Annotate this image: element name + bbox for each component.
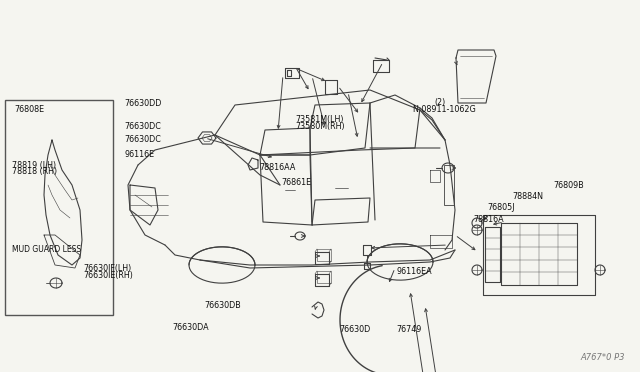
Text: 78816A: 78816A [474,215,504,224]
Text: 76809B: 76809B [554,182,584,190]
Text: 76630IE(RH): 76630IE(RH) [83,271,133,280]
Text: 76805J: 76805J [488,203,515,212]
Text: 76630DC: 76630DC [125,122,162,131]
Text: 76861E: 76861E [282,178,312,187]
Text: 76749: 76749 [397,325,422,334]
Text: N 08911-1062G: N 08911-1062G [413,105,476,114]
Bar [444,165,454,205]
Text: MUD GUARD LESS: MUD GUARD LESS [12,246,81,254]
Text: 73580M(RH): 73580M(RH) [296,122,346,131]
Text: (2): (2) [434,98,445,107]
Text: 96116EA: 96116EA [397,267,433,276]
Text: 76630DD: 76630DD [125,99,162,108]
Text: 76630DB: 76630DB [205,301,241,310]
Text: 78819 (LH): 78819 (LH) [12,161,56,170]
Bar [5,100,113,315]
Text: 76630IF(LH): 76630IF(LH) [83,264,131,273]
Text: A767*0 P3: A767*0 P3 [580,353,625,362]
Text: 76808E: 76808E [14,105,44,114]
Text: 76630DC: 76630DC [125,135,162,144]
Text: 78816AA: 78816AA [259,163,296,172]
Text: 76630DA: 76630DA [173,323,209,332]
Text: 73581M(LH): 73581M(LH) [296,115,344,124]
Text: 76630D: 76630D [339,325,371,334]
Text: 78818 (RH): 78818 (RH) [12,167,57,176]
Text: 78884N: 78884N [512,192,543,201]
Text: 96116E: 96116E [125,150,155,159]
